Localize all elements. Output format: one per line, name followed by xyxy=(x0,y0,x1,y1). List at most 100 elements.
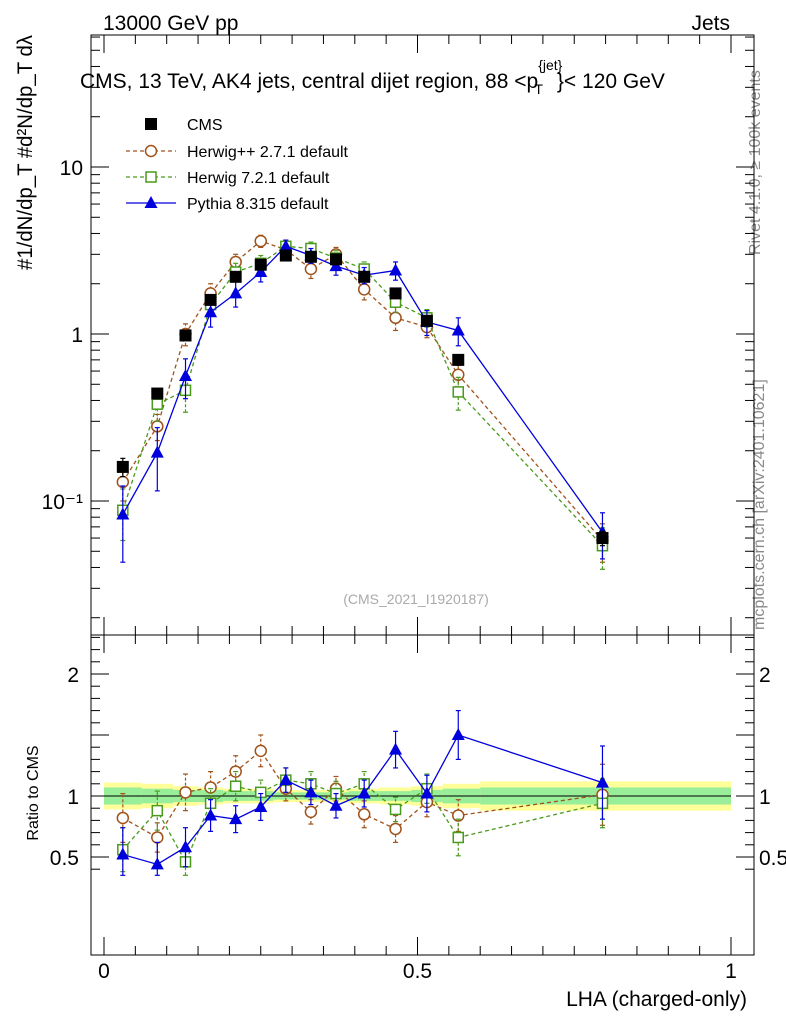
legend-entry: Herwig 7.2.1 default xyxy=(126,170,330,187)
ratio-point xyxy=(229,780,242,792)
data-point xyxy=(229,286,243,299)
data-point xyxy=(389,263,403,276)
ratio-panel: 0.5 0.5 1 1 2 2 0 0.5 1 xyxy=(50,634,786,983)
main-y-axis-label-text: #1/dN/dp_T #d²N/dp_T dλ xyxy=(14,35,37,270)
data-point xyxy=(116,460,129,473)
ratio-y-tick-label: 0.5 xyxy=(50,847,79,870)
ratio-x-tick-label: 0 xyxy=(98,960,110,983)
ratio-plot-area xyxy=(90,634,755,956)
data-point xyxy=(116,507,130,520)
legend-marker xyxy=(145,118,157,130)
ratio-frame xyxy=(90,634,755,956)
data-point xyxy=(304,262,318,276)
data-point xyxy=(151,387,164,400)
ratio-point xyxy=(452,809,465,822)
mcplots-label: mcplots.cern.ch [arXiv:2401.10621] xyxy=(751,379,768,630)
chart-title-part: CMS, 13 TeV, AK4 jets, central dijet reg… xyxy=(80,70,527,93)
series-herwig-2-7-1-default xyxy=(116,234,609,563)
main-y-tick-label: 10⁻¹ xyxy=(42,491,83,514)
main-y-tick-label: 1 xyxy=(71,324,83,347)
data-point xyxy=(254,258,267,271)
ratio-point xyxy=(329,798,343,811)
legend-marker xyxy=(144,196,158,208)
main-y-label-group: #1/dN/dp_T #d²N/dp_T dλ xyxy=(14,35,37,270)
data-point xyxy=(279,239,293,252)
ratio-point xyxy=(116,811,130,825)
ratio-y-tick-label: 1 xyxy=(67,786,79,809)
main-y-tick-label: 10 xyxy=(60,157,83,180)
chart-title-part: T xyxy=(534,81,543,97)
data-point xyxy=(358,270,371,283)
main-panel: 10⁻¹ 1 10 xyxy=(42,34,755,636)
ratio-point xyxy=(179,840,193,853)
ratio-point xyxy=(389,822,402,836)
legend-label: Herwig++ 2.7.1 default xyxy=(187,144,349,161)
series-line xyxy=(122,245,603,533)
legend-marker xyxy=(144,144,158,158)
analysis-watermark: (CMS_2021_I1920187) xyxy=(343,591,489,607)
main-y-axis-label: #1/dN/dp_T #d²N/dp_T dλ xyxy=(14,35,37,270)
legend-entry: Herwig++ 2.7.1 default xyxy=(126,144,349,161)
data-point xyxy=(329,253,342,266)
series-line xyxy=(122,245,603,547)
ratio-point xyxy=(389,742,403,755)
ratio-point xyxy=(179,786,192,799)
ratio-point xyxy=(595,775,609,788)
ratio-series-line xyxy=(122,749,603,839)
data-point xyxy=(151,398,164,410)
data-point xyxy=(204,293,217,306)
data-point xyxy=(179,329,192,342)
data-point xyxy=(150,445,164,458)
ratio-point xyxy=(254,744,267,758)
data-point xyxy=(451,323,465,336)
ratio-x-tick-label: 0.5 xyxy=(403,960,432,983)
data-point xyxy=(179,369,193,382)
ratio-point xyxy=(304,805,318,819)
data-point xyxy=(452,368,465,382)
ratio-point xyxy=(151,831,164,844)
data-point xyxy=(279,249,292,262)
data-point xyxy=(452,353,465,366)
series-cms xyxy=(116,249,609,547)
ratio-point xyxy=(357,808,371,821)
ratio-point xyxy=(151,804,164,817)
ratio-point xyxy=(451,728,465,740)
ratio-point xyxy=(116,847,130,860)
ratio-y-tick-label-right: 2 xyxy=(759,664,771,687)
rivet-version-label: Rivet 4.1.0, ≥ 100k events xyxy=(747,70,764,255)
legend-entry: Pythia 8.315 default xyxy=(126,196,329,213)
ratio-axes: 0.5 0.5 1 1 2 2 0 0.5 1 xyxy=(50,635,786,983)
legend-label: Pythia 8.315 default xyxy=(187,196,329,213)
data-point xyxy=(229,270,242,283)
legend-marker xyxy=(145,171,157,183)
ratio-point xyxy=(357,786,371,799)
chart-title-part: p xyxy=(527,70,539,93)
data-point xyxy=(254,234,267,248)
ratio-point xyxy=(204,808,218,821)
x-axis-label: LHA (charged-only) xyxy=(566,988,747,1011)
main-axes: 10⁻¹ 1 10 xyxy=(42,35,754,635)
data-point xyxy=(304,250,317,263)
header-right: Jets xyxy=(691,12,730,35)
data-point xyxy=(389,311,402,325)
ratio-y-tick-label-right: 0.5 xyxy=(759,847,786,870)
uncertainty-bands xyxy=(104,781,731,811)
ratio-y-tick-label-right: 1 xyxy=(759,786,771,809)
legend-label: CMS xyxy=(187,117,223,134)
chart-title-part: {jet} xyxy=(538,57,562,73)
main-series-layer xyxy=(116,234,609,570)
ratio-point xyxy=(150,857,164,870)
chart-title-part: }< 120 GeV xyxy=(557,70,665,93)
data-point xyxy=(254,265,268,278)
data-point xyxy=(420,314,433,327)
legend-entry: CMS xyxy=(145,117,223,134)
ratio-series-herwig-2-7-1-default xyxy=(116,734,609,853)
ratio-point xyxy=(452,831,465,844)
ratio-x-tick-label: 1 xyxy=(725,960,737,983)
data-point xyxy=(357,283,371,296)
ratio-series-layer xyxy=(116,709,609,876)
data-point xyxy=(204,305,218,318)
ratio-y-tick-label: 2 xyxy=(67,664,79,687)
ratio-point xyxy=(389,803,402,816)
